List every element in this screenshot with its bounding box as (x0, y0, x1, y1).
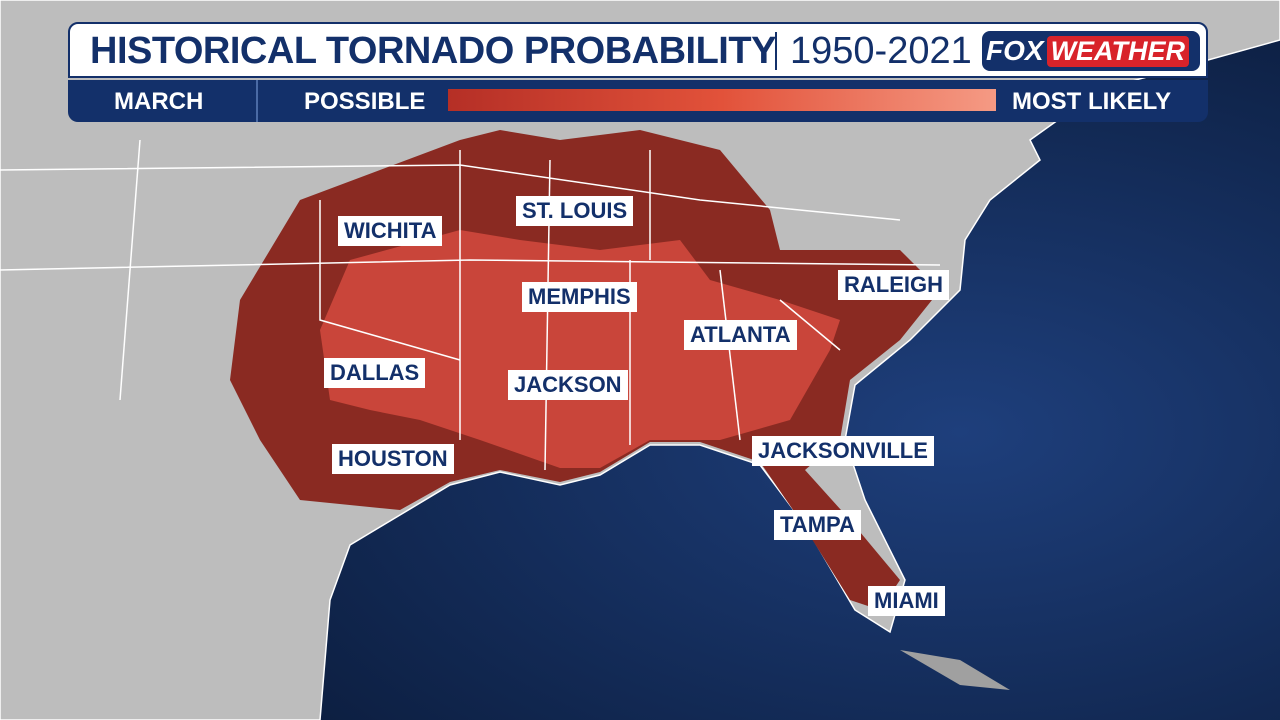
header: HISTORICAL TORNADO PROBABILITY 1950-2021… (68, 22, 1208, 78)
separator (775, 32, 777, 70)
city-label: ST. LOUIS (516, 196, 634, 226)
period: 1950-2021 (790, 30, 972, 72)
city-label: DALLAS (324, 358, 426, 388)
logo: FOX WEATHER (982, 31, 1200, 71)
legend: MARCH POSSIBLE MOST LIKELY (68, 80, 1208, 122)
city-label: MEMPHIS (522, 282, 637, 312)
city-label: WICHITA (338, 216, 443, 246)
city-label: MIAMI (868, 586, 945, 616)
separator (256, 80, 258, 122)
month: MARCH (114, 88, 204, 115)
title: HISTORICAL TORNADO PROBABILITY (90, 30, 776, 72)
likely-area (320, 230, 840, 468)
city-label: JACKSON (508, 370, 628, 400)
logo-fox: FOX (986, 35, 1044, 66)
legend-gradient (448, 89, 996, 111)
city-label: TAMPA (774, 510, 861, 540)
legend-low: POSSIBLE (304, 88, 426, 115)
island (900, 650, 1010, 690)
city-label: RALEIGH (838, 270, 949, 300)
logo-weather: WEATHER (1046, 35, 1190, 67)
city-label: HOUSTON (332, 444, 454, 474)
city-label: ATLANTA (684, 320, 797, 350)
legend-high: MOST LIKELY (1012, 88, 1172, 115)
city-label: JACKSONVILLE (752, 436, 934, 466)
